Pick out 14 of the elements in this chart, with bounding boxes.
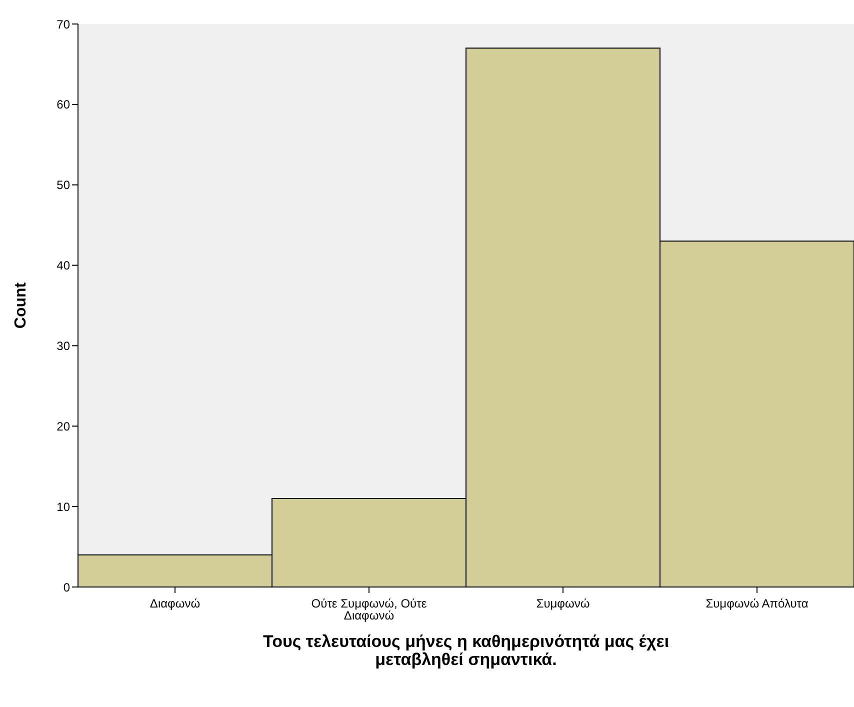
- y-tick-label: 50: [56, 178, 70, 192]
- y-tick-label: 20: [56, 419, 70, 434]
- y-tick-label: 70: [56, 17, 70, 32]
- y-tick-label: 60: [56, 98, 70, 112]
- x-tick-label: Συμφωνώ Απόλυτα: [706, 596, 808, 611]
- y-tick-label: 10: [56, 500, 70, 514]
- x-tick-label: Συμφωνώ: [536, 596, 590, 611]
- x-tick-label: Διαφωνώ: [150, 596, 200, 611]
- x-tick-label: Ούτε Συμφωνώ, Ούτε Διαφωνώ: [311, 596, 428, 623]
- y-tick-label: 30: [56, 338, 70, 353]
- x-axis-title: Τους τελευταίους μήνες η καθημερινότητά μας έχει μεταβληθεί σημαντικά.: [262, 632, 670, 669]
- y-tick-label: 40: [56, 258, 70, 273]
- y-tick-label: 0: [63, 580, 70, 594]
- y-axis-title: Count: [12, 282, 30, 329]
